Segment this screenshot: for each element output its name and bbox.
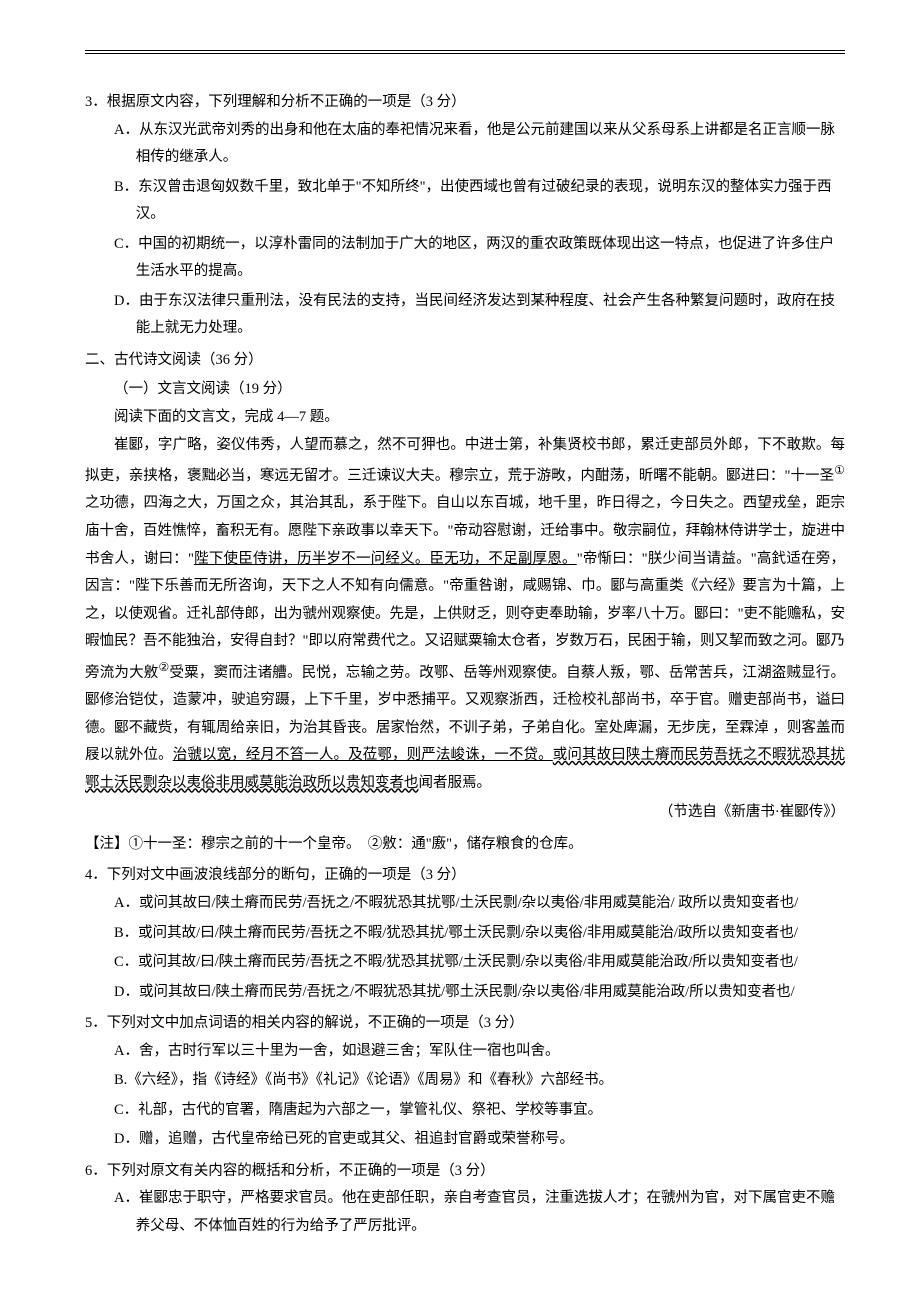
- q4-option-b: B．或问其故/曰/陕土瘠而民劳/吾抚之不暇/犹恐其扰/鄂土沃民剽/杂以夷俗/非用…: [85, 920, 845, 948]
- q3-option-b: B．东汉曾击退匈奴数千里，致北单于"不知所终"，出使西域也曾有过破纪录的表现，说…: [85, 174, 845, 229]
- horizontal-rule-top: [85, 50, 845, 51]
- section-2-header: 二、古代诗文阅读（36 分）: [85, 347, 845, 375]
- q6-option-a: A．崔郾忠于职守，严格要求官员。他在吏部任职，亲自考查官员，注重选拔人才；在虢州…: [85, 1185, 845, 1240]
- section-2-instruction: 阅读下面的文言文，完成 4—7 题。: [85, 404, 845, 432]
- q3-stem: 3．根据原文内容，下列理解和分析不正确的一项是（3 分）: [85, 89, 845, 117]
- q5-option-d: D．赠，追赠，古代皇帝给已死的官吏或其父、祖追封官爵或荣誉称号。: [85, 1126, 845, 1154]
- q5-option-c: C．礼部，古代的官署，隋唐起为六部之一，掌管礼仪、祭祀、学校等事宜。: [85, 1097, 845, 1125]
- q3-option-d: D．由于东汉法律只重刑法，没有民法的支持，当民间经济发达到某种程度、社会产生各种…: [85, 288, 845, 343]
- passage-note: 【注】①十一圣：穆宗之前的十一个皇帝。 ②敫：通"廒"，储存粮食的仓库。: [85, 831, 845, 859]
- footnote-marker-1: ①: [834, 463, 845, 477]
- q4-option-d: D．或问其故曰/陕土瘠而民劳/吾抚之/不暇犹恐其扰/鄂土沃民剽/杂以夷俗/非用威…: [85, 979, 845, 1007]
- passage-underline-1: 陛下使臣侍讲，历半岁不一问经义。臣无功，不足副厚恩。: [194, 551, 577, 567]
- section-2-sub1: （一）文言文阅读（19 分）: [85, 376, 845, 404]
- q5-option-a: A．舍，古时行军以三十里为一舍，如退避三舍；军队住一宿也叫舍。: [85, 1038, 845, 1066]
- question-4: 4．下列对文中画波浪线部分的断句，正确的一项是（3 分） A．或问其故曰/陕土瘠…: [85, 862, 845, 1006]
- q5-option-b: B.《六经》，指《诗经》《尚书》《礼记》《论语》《周易》和《春秋》六部经书。: [85, 1067, 845, 1095]
- q4-option-c: C．或问其故/曰/陕土瘠而民劳/吾抚之不暇/犹恐其扰鄂/土沃民剽/杂以夷俗/非用…: [85, 949, 845, 977]
- q6-stem: 6．下列对原文有关内容的概括和分析，不正确的一项是（3 分）: [85, 1158, 845, 1186]
- passage-part-a: 崔郾，字广略，姿仪伟秀，人望而慕之，然不可狎也。中进士第，补集贤校书郎，累迁吏部…: [85, 437, 845, 484]
- passage-source: （节选自《新唐书·崔郾传》）: [85, 799, 845, 827]
- q4-option-a: A．或问其故曰/陕土瘠而民劳/吾抚之/不暇犹恐其扰鄂/土沃民剽/杂以夷俗/非用威…: [85, 890, 845, 918]
- passage-underline-2: 治虢以宽，经月不笞一人。及莅鄂，则严法峻诛，一不贷。: [173, 747, 553, 763]
- passage-part-e: 闻者服焉。: [419, 775, 492, 791]
- q3-option-a: A．从东汉光武帝刘秀的出身和他在太庙的奉祀情况来看，他是公元前建国以来从父系母系…: [85, 117, 845, 172]
- passage-text: 崔郾，字广略，姿仪伟秀，人望而慕之，然不可狎也。中进士第，补集贤校书郎，累迁吏部…: [85, 432, 845, 798]
- q4-stem: 4．下列对文中画波浪线部分的断句，正确的一项是（3 分）: [85, 862, 845, 890]
- question-5: 5．下列对文中加点词语的相关内容的解说，不正确的一项是（3 分） A．舍，古时行…: [85, 1010, 845, 1154]
- q5-stem: 5．下列对文中加点词语的相关内容的解说，不正确的一项是（3 分）: [85, 1010, 845, 1038]
- question-3: 3．根据原文内容，下列理解和分析不正确的一项是（3 分） A．从东汉光武帝刘秀的…: [85, 89, 845, 343]
- question-6: 6．下列对原文有关内容的概括和分析，不正确的一项是（3 分） A．崔郾忠于职守，…: [85, 1158, 845, 1241]
- horizontal-rule-bottom: [85, 53, 845, 54]
- passage-part-c: "帝惭曰："朕少间当请益。"高釴适在旁，因言："陛下乐善而无所咨询，天下之人不知…: [85, 551, 845, 681]
- q3-option-c: C．中国的初期统一，以淳朴雷同的法制加于广大的地区，两汉的重农政策既体现出这一特…: [85, 231, 845, 286]
- footnote-marker-2: ②: [158, 660, 169, 674]
